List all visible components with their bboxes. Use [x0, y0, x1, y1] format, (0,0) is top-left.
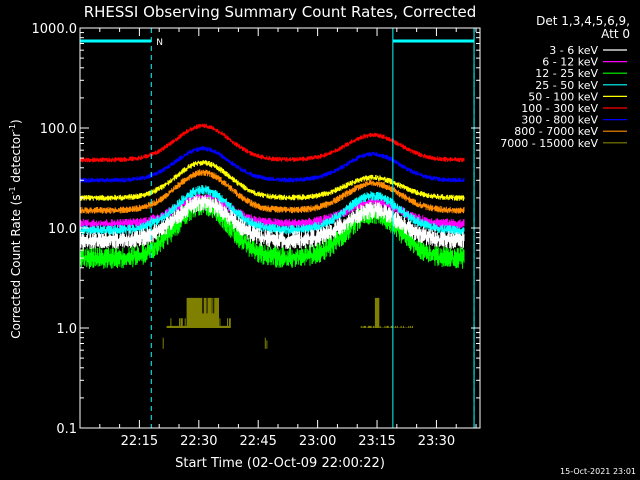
legend-label-0: 3 - 6 keV: [549, 44, 598, 57]
y-tick-label-2: 10.0: [48, 222, 77, 237]
x-tick-label-1: 22:30: [180, 434, 217, 449]
axes: 0.1 1.0 10.0 100.0 1000.0 22:15 22:30 22:45 23:0…: [32, 22, 481, 449]
x-axis-label: Start Time (02-Oct-09 22:00:22): [175, 456, 385, 471]
legend-label-7: 800 - 7000 keV: [514, 125, 598, 138]
x-tick-label-5: 23:30: [418, 434, 455, 449]
y-tick-label-4: 1000.0: [32, 22, 78, 37]
legend-label-3: 25 - 50 keV: [535, 79, 598, 92]
legend-label-2: 12 - 25 keV: [535, 67, 598, 80]
flag-label: N: [156, 38, 163, 48]
legend-label-6: 300 - 800 keV: [521, 114, 598, 127]
x-tick-label-0: 22:15: [121, 434, 158, 449]
x-tick-label-2: 22:45: [239, 434, 276, 449]
y-tick-label-0: 0.1: [56, 422, 77, 437]
x-tick-label-4: 23:15: [358, 434, 395, 449]
series-line-8: [162, 297, 413, 349]
legend-header-line2: Att 0: [601, 27, 630, 41]
legend-label-1: 6 - 12 keV: [542, 56, 598, 69]
footer-date: 15-Oct-2021 23:01: [560, 467, 636, 476]
chart-title: RHESSI Observing Summary Count Rates, Co…: [84, 3, 477, 21]
x-tick-label-3: 23:00: [299, 434, 336, 449]
y-axis-label: Corrected Count Rate (s-1 detector-1): [8, 119, 23, 338]
y-tick-label-3: 100.0: [40, 122, 77, 137]
y-tick-label-1: 1.0: [56, 322, 77, 337]
legend-label-4: 50 - 100 keV: [528, 90, 598, 103]
legend-label-5: 100 - 300 keV: [521, 102, 598, 115]
legend-header-line1: Det 1,3,4,5,6,9,: [536, 14, 630, 28]
legend-label-8: 7000 - 15000 keV: [500, 137, 598, 150]
